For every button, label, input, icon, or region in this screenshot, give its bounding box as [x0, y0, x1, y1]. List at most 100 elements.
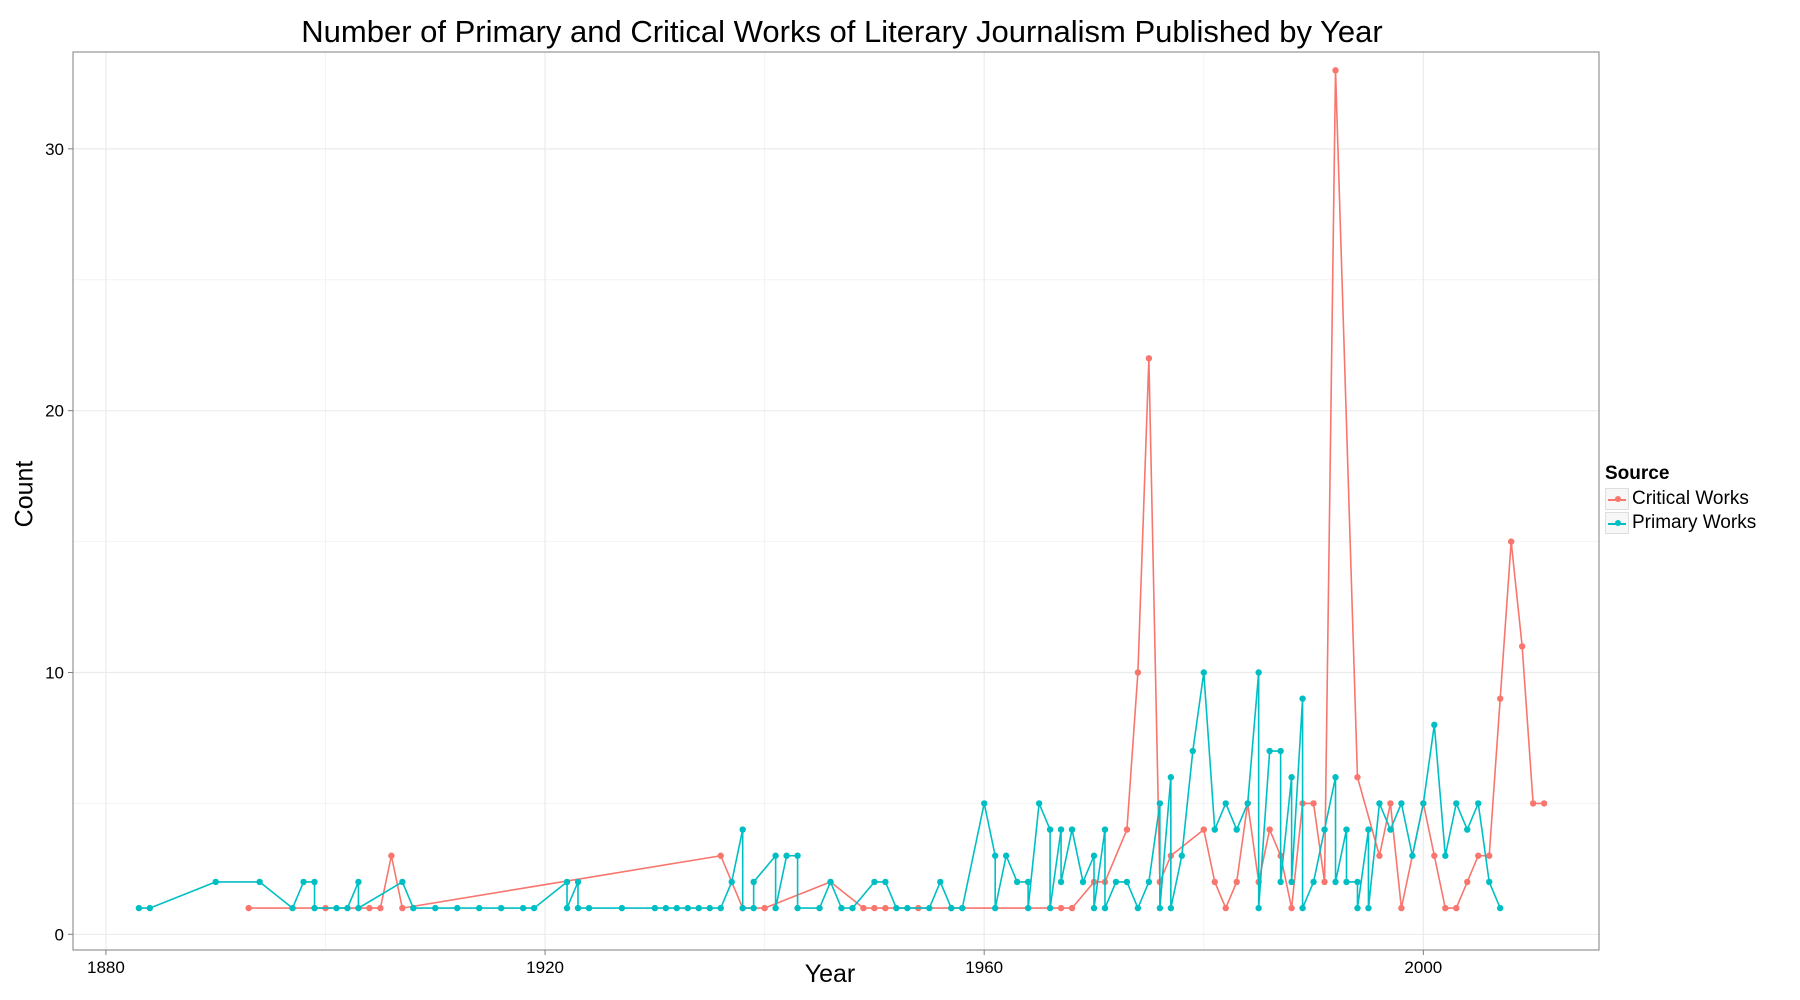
data-point-primary-works	[1464, 826, 1471, 833]
data-point-primary-works	[1453, 800, 1460, 807]
data-point-primary-works	[1101, 826, 1109, 833]
data-point-primary-works	[1442, 852, 1449, 859]
data-point-primary-works	[1409, 852, 1416, 859]
data-point-primary-works	[618, 904, 626, 912]
data-point-primary-works	[1024, 904, 1032, 912]
legend-title: Source	[1605, 463, 1670, 484]
data-point-primary-works	[1475, 800, 1482, 807]
data-point-primary-works	[673, 904, 681, 912]
data-point-primary-works	[1332, 774, 1339, 781]
data-point-critical-works	[1529, 800, 1537, 807]
data-point-primary-works	[750, 904, 757, 912]
data-point-primary-works	[1013, 878, 1021, 886]
data-point-critical-works	[1376, 852, 1383, 859]
data-point-primary-works	[750, 878, 757, 886]
data-point-primary-works	[1002, 852, 1010, 859]
data-point-primary-works	[574, 878, 582, 886]
data-point-critical-works	[1540, 800, 1548, 807]
legend-label-primary-works: Primary Works	[1632, 512, 1757, 533]
data-point-primary-works	[585, 904, 593, 912]
data-point-primary-works	[838, 904, 845, 912]
data-point-primary-works	[871, 878, 878, 886]
x-tick-label: 1920	[526, 958, 564, 977]
data-point-primary-works	[563, 878, 571, 886]
data-point-primary-works	[1310, 878, 1317, 886]
data-point-critical-works	[1288, 904, 1295, 912]
data-point-primary-works	[1156, 904, 1164, 912]
data-point-critical-works	[1431, 852, 1438, 859]
data-point-primary-works	[1134, 904, 1142, 912]
plot-border	[72, 51, 1600, 951]
data-point-primary-works	[1057, 878, 1065, 886]
data-point-primary-works	[1398, 800, 1405, 807]
data-point-primary-works	[1288, 774, 1295, 781]
data-point-primary-works	[256, 878, 263, 886]
data-point-primary-works	[926, 904, 933, 912]
data-point-primary-works	[344, 904, 351, 912]
y-tick-label: 0	[55, 925, 64, 944]
data-point-primary-works	[739, 904, 746, 912]
data-point-critical-works	[245, 904, 252, 912]
data-point-primary-works	[1101, 904, 1109, 912]
data-point-critical-works	[1442, 904, 1449, 912]
data-point-primary-works	[1046, 904, 1054, 912]
data-point-primary-works	[410, 904, 417, 912]
data-point-critical-works	[377, 904, 384, 912]
data-point-primary-works	[728, 878, 735, 886]
data-point-critical-works	[1310, 800, 1317, 807]
data-point-primary-works	[355, 878, 362, 886]
data-point-primary-works	[1255, 669, 1262, 676]
data-point-primary-works	[333, 904, 340, 912]
data-point-primary-works	[893, 904, 900, 912]
data-point-critical-works	[1387, 800, 1394, 807]
data-point-primary-works	[1365, 826, 1372, 833]
legend-label-critical-works: Critical Works	[1632, 488, 1749, 509]
data-point-primary-works	[1288, 878, 1295, 886]
data-point-primary-works	[1277, 878, 1284, 886]
data-point-primary-works	[497, 904, 505, 912]
y-tick-label: 30	[45, 140, 64, 159]
data-point-primary-works	[1486, 878, 1493, 886]
data-point-primary-works	[1167, 904, 1175, 912]
data-point-critical-works	[366, 904, 373, 912]
data-point-primary-works	[1090, 904, 1098, 912]
data-point-primary-works	[1365, 904, 1372, 912]
data-point-primary-works	[1156, 800, 1164, 807]
data-point-critical-works	[860, 904, 867, 912]
data-point-primary-works	[1343, 826, 1350, 833]
data-point-primary-works	[1299, 695, 1306, 702]
data-point-primary-works	[1222, 800, 1229, 807]
data-point-critical-works	[399, 904, 406, 912]
data-point-primary-works	[684, 904, 691, 912]
data-point-primary-works	[212, 878, 219, 886]
data-point-primary-works	[563, 904, 571, 912]
data-point-primary-works	[959, 904, 966, 912]
data-point-primary-works	[739, 826, 746, 833]
data-point-critical-works	[388, 852, 395, 859]
data-point-primary-works	[1178, 852, 1186, 859]
data-point-primary-works	[794, 904, 801, 912]
data-point-primary-works	[991, 904, 999, 912]
data-point-primary-works	[1266, 747, 1273, 755]
data-point-critical-works	[1354, 774, 1361, 781]
data-point-primary-works	[1354, 904, 1361, 912]
data-point-critical-works	[871, 904, 878, 912]
data-point-primary-works	[1431, 721, 1438, 729]
data-point-primary-works	[794, 852, 801, 859]
y-tick-label: 20	[45, 402, 64, 421]
data-point-primary-works	[530, 904, 538, 912]
gridlines	[73, 52, 1599, 950]
data-point-critical-works	[1475, 852, 1482, 859]
data-point-critical-works	[1123, 826, 1131, 833]
legend-item-primary-works: Primary Works	[1605, 511, 1756, 535]
x-tick-label: 1880	[87, 958, 125, 977]
data-point-primary-works	[1123, 878, 1131, 886]
data-point-critical-works	[1233, 878, 1240, 886]
data-point-primary-works	[519, 904, 527, 912]
data-point-critical-works	[1068, 904, 1076, 912]
data-point-primary-works	[816, 904, 823, 912]
data-point-critical-works	[1222, 904, 1229, 912]
data-point-critical-works	[1145, 355, 1153, 362]
x-tick-label: 2000	[1404, 958, 1442, 977]
data-point-primary-works	[1387, 826, 1394, 833]
